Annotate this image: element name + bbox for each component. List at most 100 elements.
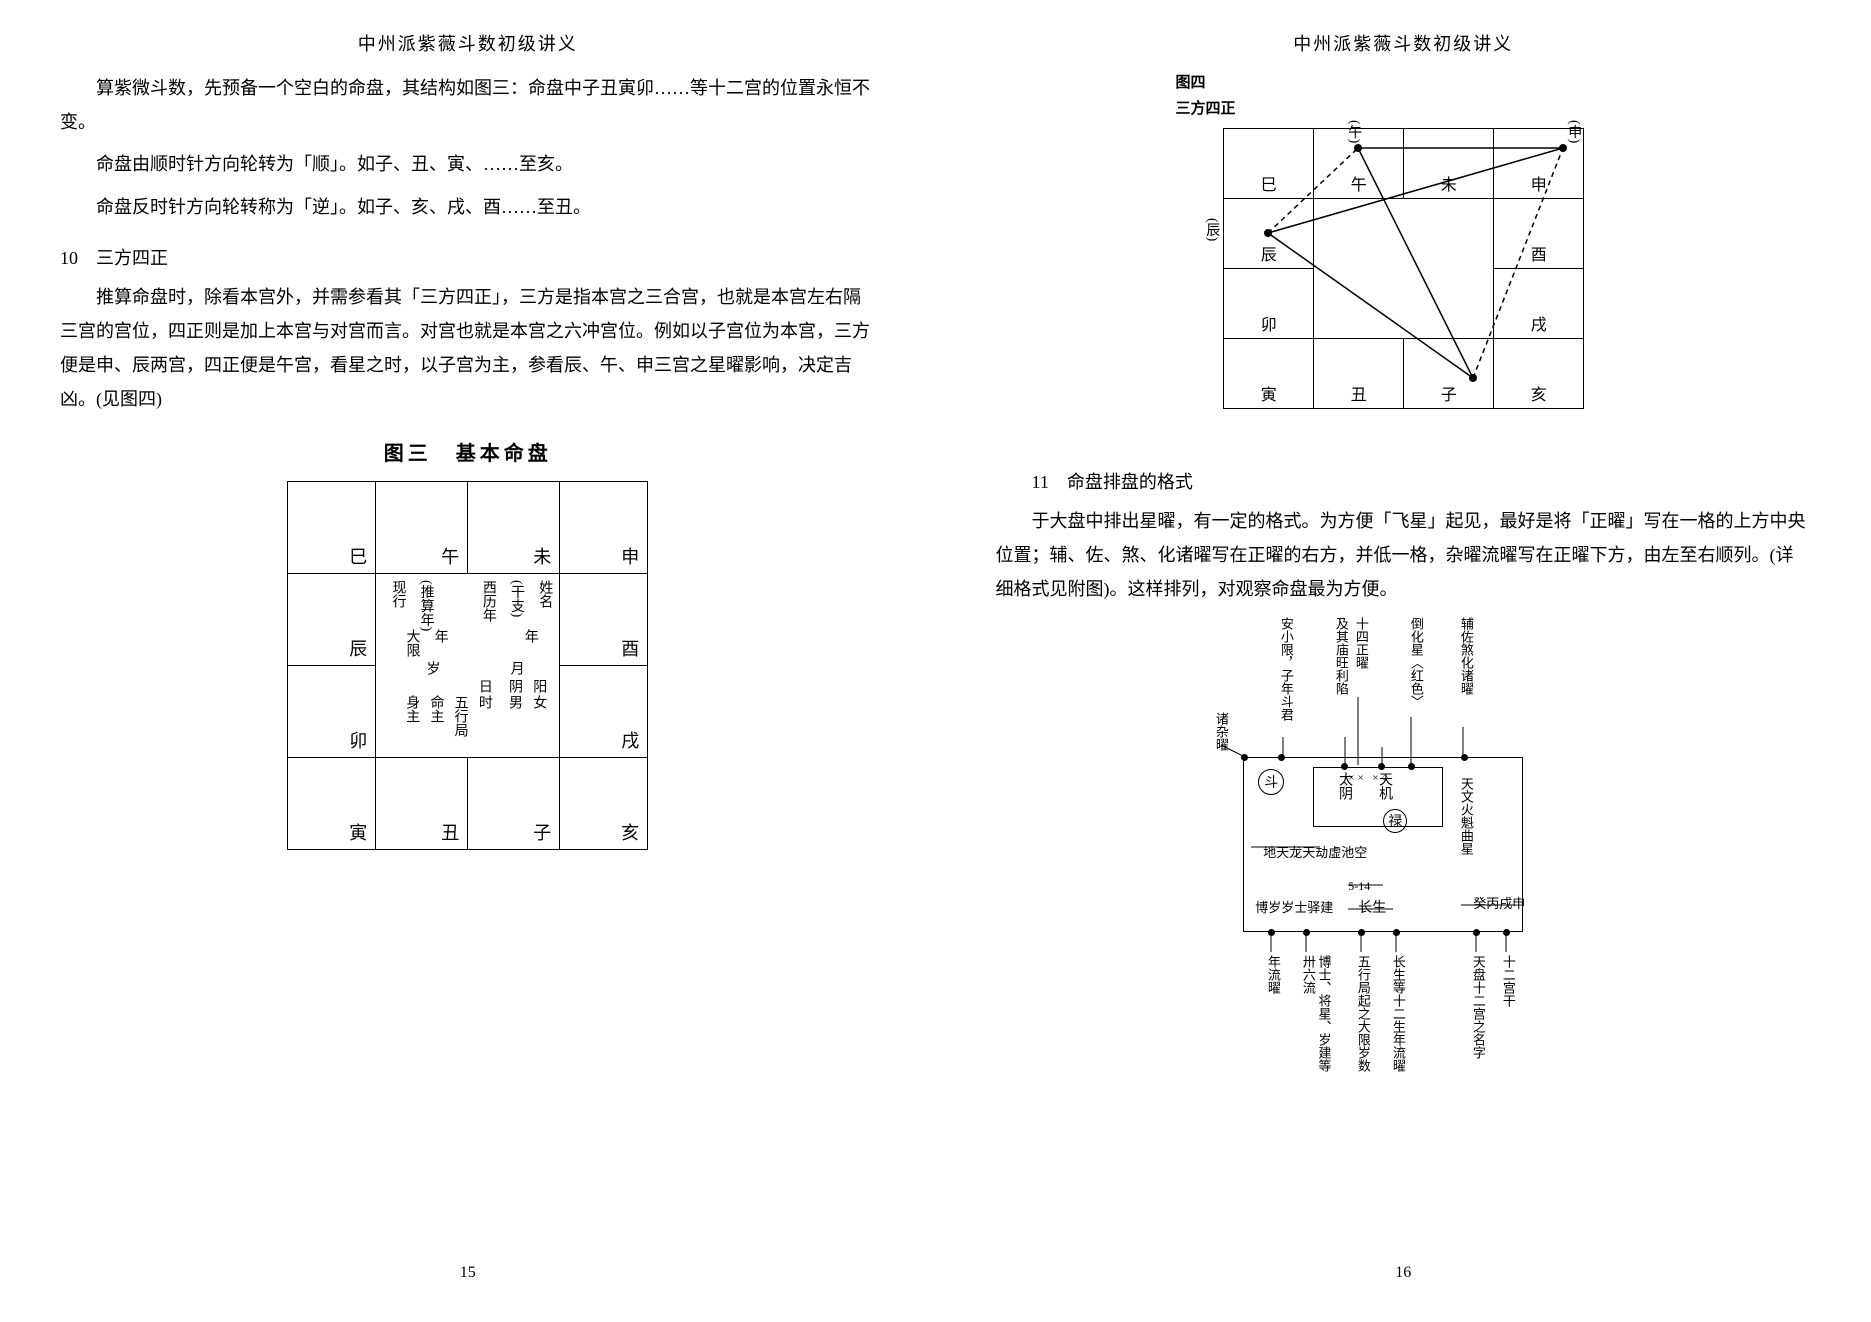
page-number-right: 16 xyxy=(1395,1264,1411,1282)
cell-hai: 亥 xyxy=(560,757,648,849)
f4-center xyxy=(1314,199,1494,339)
dot1 xyxy=(1241,754,1248,761)
cell-wei: 未 xyxy=(468,481,560,573)
cell-chen: 辰 xyxy=(288,573,376,665)
dot3 xyxy=(1341,763,1348,770)
lbl-yin: 阴 xyxy=(505,679,523,693)
dot5 xyxy=(1408,763,1415,770)
f5-bl: 博岁岁士驿建 xyxy=(1255,897,1333,916)
f5-bc: 长生 xyxy=(1358,897,1386,917)
page-number-left: 15 xyxy=(460,1264,476,1282)
f4-yin: 寅 xyxy=(1224,339,1314,409)
para2: 命盘由顺时针方向轮转为「顺」。如子、丑、寅、……至亥。 xyxy=(60,147,876,181)
f5-br: 癸丙戌申 xyxy=(1473,893,1525,912)
dot10 xyxy=(1393,929,1400,936)
f4-you: 酉 xyxy=(1494,199,1584,269)
fig3-title: 图三 基本命盘 xyxy=(60,437,876,466)
dot11 xyxy=(1473,929,1480,936)
lbl-xingming: 姓名 xyxy=(535,580,553,631)
cell-you: 酉 xyxy=(560,573,648,665)
lbl-shi: 时 xyxy=(475,695,493,737)
f5-top-1: 及其庙旺利陷 xyxy=(1333,617,1349,695)
f4-mao: 卯 xyxy=(1224,269,1314,339)
lbl-nian2: 年 xyxy=(521,629,539,657)
lbl-mingzhu: 命主 xyxy=(426,695,444,737)
ann-chen: (辰) xyxy=(1201,218,1221,241)
f5-num: 5-14 xyxy=(1348,879,1370,894)
left-page: 中州派紫薇斗数初级讲义 算紫微斗数，先预备一个空白的命盘，其结构如图三：命盘中子… xyxy=(0,0,936,1322)
page-header-left: 中州派紫薇斗数初级讲义 xyxy=(60,30,876,56)
para3: 命盘反时针方向轮转称为「逆」。如子、亥、戌、酉……至丑。 xyxy=(60,190,876,224)
f5-b4: 天盘十二宫之名字 xyxy=(1470,955,1486,1059)
figure-4: (午) (申) (辰) 巳 午 未 申 辰 酉 卯 戌 寅 丑 子 xyxy=(1193,128,1613,448)
lbl-nian: 年 xyxy=(430,629,448,657)
lbl-daxian: 大限 xyxy=(402,629,420,657)
cell-shen: 申 xyxy=(560,481,648,573)
dot2 xyxy=(1278,754,1285,761)
f5-top-4: 辅佐煞化诸曜 xyxy=(1458,617,1474,695)
lbl-ganzhi: (干支) xyxy=(507,580,525,631)
right-page: 中州派紫薇斗数初级讲义 图四 三方四正 (午) (申) (辰) 巳 午 未 申 … xyxy=(936,0,1871,1322)
lbl-nan: 男 xyxy=(505,695,523,737)
lbl-shenzhu: 身主 xyxy=(402,695,420,737)
f4-si: 巳 xyxy=(1224,129,1314,199)
f4-wu: 午 xyxy=(1314,129,1404,199)
f5-b1: 博士、将星、岁建等卅六流 xyxy=(1300,955,1331,1077)
f5-dou: 斗 xyxy=(1264,772,1278,792)
f4-chou: 丑 xyxy=(1314,339,1404,409)
dot9 xyxy=(1358,929,1365,936)
lbl-wuxing: 五行局 xyxy=(450,695,468,737)
center-info-cell: 现行 (推算年) 西历年 (干支) 姓名 大限 年 年 岁 月 日 阴 xyxy=(376,573,560,757)
fig4-caption1: 图四 xyxy=(1176,71,1812,92)
dot7 xyxy=(1268,929,1275,936)
cell-yin: 寅 xyxy=(288,757,376,849)
f5-lu: 禄 xyxy=(1388,811,1402,831)
f5-top-2: 十四正曜 xyxy=(1353,617,1369,669)
lbl-xianxing: 现行 xyxy=(388,580,406,631)
lbl-yue: 月 xyxy=(506,661,524,675)
cell-si: 巳 xyxy=(288,481,376,573)
f5-dou-circle: 斗 xyxy=(1258,769,1284,795)
figure-3-grid: 巳 午 未 申 辰 现行 (推算年) 西历年 (干支) 姓名 大限 年 年 xyxy=(287,481,648,850)
page-header-right: 中州派紫薇斗数初级讲义 xyxy=(996,30,1812,56)
fig4-caption2: 三方四正 xyxy=(1176,97,1812,118)
f5-top-0: 安小限，子年斗君 xyxy=(1278,617,1294,721)
fig4-grid: 巳 午 未 申 辰 酉 卯 戌 寅 丑 子 亥 xyxy=(1223,128,1584,409)
lbl-yang: 阳 xyxy=(529,679,547,693)
lbl-sui: 岁 xyxy=(422,661,440,675)
section-10-heading: 10 三方四正 xyxy=(60,244,876,270)
section-11-heading: 11 命盘排盘的格式 xyxy=(996,468,1812,494)
f4-shen: 申 xyxy=(1494,129,1584,199)
lbl-ri: 日 xyxy=(475,679,493,693)
f5-right-inside: 天文火魁曲星 xyxy=(1458,777,1474,855)
f4-xu: 戌 xyxy=(1494,269,1584,339)
para4: 推算命盘时，除看本宫外，并需参看其「三方四正」，三方是指本宫之三合宫，也就是本宫… xyxy=(60,280,876,417)
cell-wu: 午 xyxy=(376,481,468,573)
f4-hai: 亥 xyxy=(1494,339,1584,409)
lbl-xili: 西历年 xyxy=(479,580,497,631)
cell-chou: 丑 xyxy=(376,757,468,849)
f5-marks: ×× ×○ xyxy=(1348,772,1391,784)
f4-wei: 未 xyxy=(1404,129,1494,199)
f5-lu-circle: 禄 xyxy=(1383,809,1407,833)
dot8 xyxy=(1303,929,1310,936)
cell-xu: 戌 xyxy=(560,665,648,757)
figure-5: 安小限，子年斗君 及其庙旺利陷 十四正曜 倒化星〈红色〉 辅佐煞化诸曜 诸杂曜 … xyxy=(1183,617,1623,1077)
f5-left: 诸杂曜 xyxy=(1213,712,1229,751)
dot12 xyxy=(1503,929,1510,936)
f5-b3: 长生等十二生年流曜 xyxy=(1390,955,1406,1072)
f4-zi: 子 xyxy=(1404,339,1494,409)
f4-chen: 辰 xyxy=(1224,199,1314,269)
cell-zi: 子 xyxy=(468,757,560,849)
cell-mao: 卯 xyxy=(288,665,376,757)
lbl-nv: 女 xyxy=(529,695,547,737)
f5-top-3: 倒化星〈红色〉 xyxy=(1408,617,1424,708)
f5-b5: 十二宫干 xyxy=(1500,955,1516,1007)
lbl-tuisuan: (推算年) xyxy=(416,580,434,631)
para1: 算紫微斗数，先预备一个空白的命盘，其结构如图三：命盘中子丑寅卯……等十二宫的位置… xyxy=(60,71,876,139)
f5-b2: 五行局起之大限岁数 xyxy=(1355,955,1371,1072)
f5-b0: 年流曜 xyxy=(1265,955,1281,994)
f5-midrow: 地天龙天劫虚池空 xyxy=(1263,842,1367,861)
dot4 xyxy=(1378,763,1385,770)
dot6 xyxy=(1461,754,1468,761)
